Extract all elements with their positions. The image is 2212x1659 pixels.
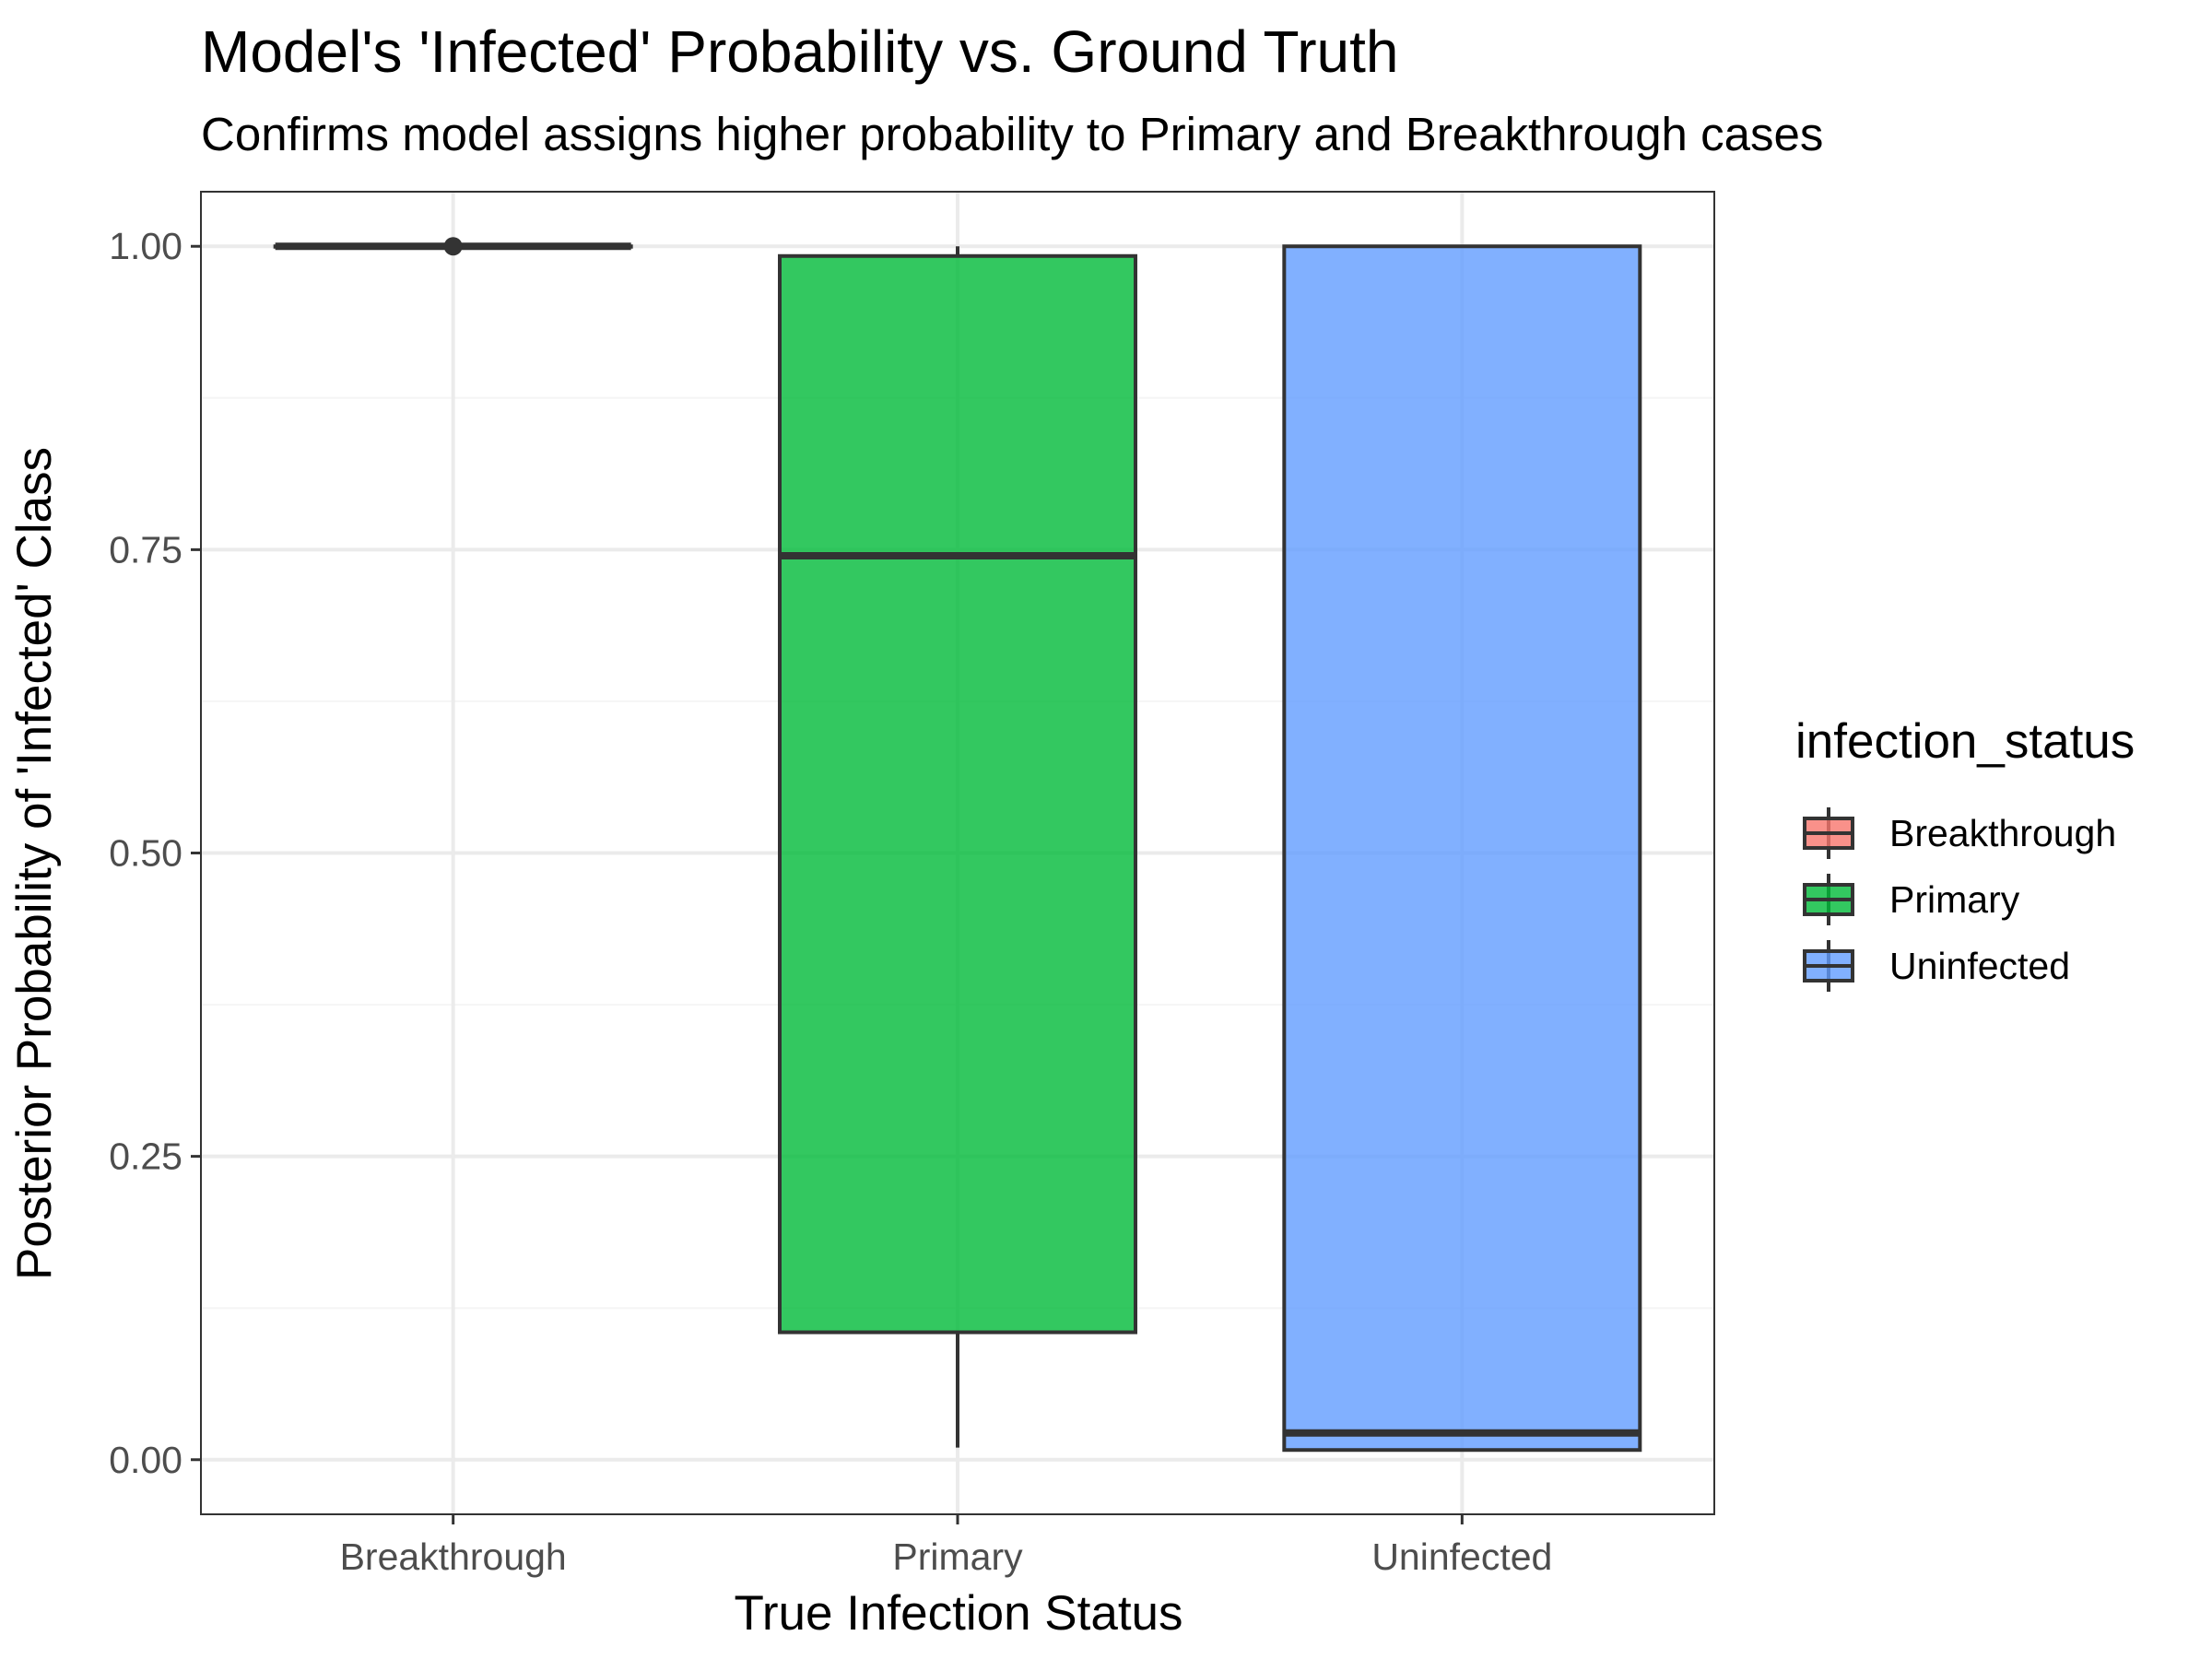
box-iqr	[778, 253, 1137, 1335]
x-tick-labels: Breakthrough Primary Uninfected	[340, 1514, 1552, 1578]
box-uninfected	[1282, 244, 1642, 1453]
legend-item-label: Breakthrough	[1889, 812, 2116, 854]
legend-item-breakthrough: Breakthrough	[1803, 807, 2116, 859]
panel-border	[200, 191, 1715, 1515]
y-tick-label: 0.75	[109, 528, 182, 571]
chart-subtitle: Confirms model assigns higher probabilit…	[201, 108, 1823, 160]
box-primary	[778, 246, 1137, 1448]
legend-item-primary: Primary	[1803, 874, 2020, 925]
box-breakthrough	[273, 237, 633, 256]
legend-items: Breakthrough Primary Uninfected	[1803, 807, 2116, 992]
legend-item-label: Uninfected	[1889, 945, 2070, 987]
x-tick-label: Breakthrough	[340, 1535, 567, 1578]
y-tick-label: 0.50	[109, 832, 182, 875]
x-tick-label: Uninfected	[1371, 1535, 1552, 1578]
legend-item-uninfected: Uninfected	[1803, 940, 2070, 992]
boxes	[273, 237, 1642, 1453]
chart-title: Model's 'Infected' Probability vs. Groun…	[201, 18, 1399, 85]
y-tick-labels: 0.00 0.25 0.50 0.75 1.00	[109, 225, 201, 1481]
x-tick-label: Primary	[892, 1535, 1023, 1578]
y-tick-label: 1.00	[109, 225, 182, 267]
x-axis-label: True Infection Status	[734, 1586, 1182, 1641]
outlier-point	[443, 237, 463, 256]
y-tick-label: 0.25	[109, 1135, 182, 1178]
legend: infection_status Breakthrough Primary Unin…	[1795, 714, 2135, 992]
y-tick-label: 0.00	[109, 1439, 182, 1481]
legend-title: infection_status	[1795, 714, 2135, 769]
legend-item-label: Primary	[1889, 878, 2020, 921]
box-iqr	[1282, 244, 1642, 1453]
y-axis-label: Posterior Probability of 'Infected' Clas…	[7, 447, 62, 1280]
